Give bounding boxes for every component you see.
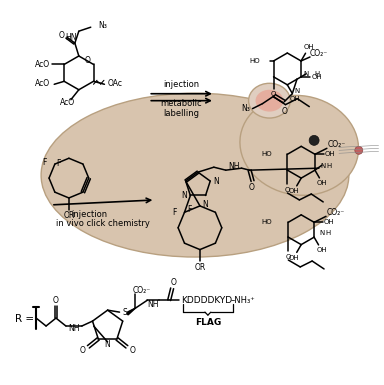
Text: OH: OH	[304, 44, 314, 50]
Text: O: O	[59, 31, 65, 40]
Text: OH: OH	[316, 247, 327, 253]
Text: O: O	[53, 296, 59, 305]
Text: in vivo click chemistry: in vivo click chemistry	[56, 219, 150, 228]
Text: O: O	[248, 182, 255, 192]
Text: O: O	[130, 346, 136, 355]
Text: HN: HN	[65, 33, 77, 42]
Text: S: S	[122, 308, 127, 316]
Text: N: N	[320, 163, 326, 169]
Text: OH: OH	[312, 74, 322, 80]
Text: F: F	[172, 208, 177, 217]
Text: injection: injection	[163, 80, 199, 89]
Text: N: N	[319, 230, 324, 236]
Text: O: O	[285, 187, 290, 193]
Ellipse shape	[41, 93, 349, 257]
Text: AcO: AcO	[35, 79, 50, 88]
Text: labelling: labelling	[163, 109, 199, 118]
Text: OR: OR	[194, 263, 205, 272]
Text: N₃: N₃	[242, 104, 251, 113]
Text: O: O	[79, 346, 85, 355]
Text: N: N	[213, 177, 219, 186]
Text: H: H	[314, 71, 319, 77]
Text: F: F	[56, 159, 61, 168]
Text: injection: injection	[71, 210, 107, 219]
Circle shape	[355, 146, 363, 154]
Text: metabolic: metabolic	[160, 99, 202, 108]
Text: FLAG: FLAG	[195, 318, 221, 326]
Text: AcO: AcO	[35, 60, 50, 69]
Text: NH: NH	[68, 323, 79, 333]
Text: OH: OH	[288, 188, 299, 194]
Text: CO₂⁻: CO₂⁻	[328, 140, 346, 149]
Ellipse shape	[255, 90, 283, 112]
Text: CO₂⁻: CO₂⁻	[132, 286, 151, 295]
Text: OH: OH	[324, 219, 334, 225]
Text: N: N	[105, 340, 111, 350]
Text: N₃: N₃	[99, 21, 108, 30]
Text: F: F	[43, 157, 47, 167]
Text: N: N	[203, 201, 209, 209]
Text: O: O	[170, 278, 176, 287]
Text: O: O	[271, 91, 276, 97]
Text: AcO: AcO	[60, 98, 75, 107]
Text: OH: OH	[288, 254, 299, 261]
Text: CO₂⁻: CO₂⁻	[327, 208, 345, 217]
Text: OR: OR	[63, 211, 74, 220]
Text: CO₂⁻: CO₂⁻	[310, 49, 328, 57]
Text: OH: OH	[290, 95, 301, 102]
Text: HO: HO	[249, 58, 260, 64]
Text: HO: HO	[262, 219, 272, 225]
Ellipse shape	[240, 95, 359, 195]
Text: F: F	[188, 205, 192, 214]
Text: O: O	[286, 254, 291, 260]
Text: H: H	[326, 163, 331, 169]
Text: N: N	[295, 88, 300, 94]
Text: HO: HO	[261, 151, 271, 157]
Text: R =: R =	[15, 314, 35, 324]
Text: N: N	[182, 191, 187, 200]
Polygon shape	[127, 308, 136, 315]
Text: OH: OH	[324, 151, 335, 157]
Ellipse shape	[248, 83, 290, 118]
Text: N: N	[304, 71, 309, 77]
Text: H: H	[325, 230, 331, 236]
Text: NH: NH	[147, 300, 159, 309]
Text: KDDDDKYD: KDDDDKYD	[181, 296, 232, 305]
Text: O: O	[281, 107, 287, 116]
Text: –NH₃⁺: –NH₃⁺	[230, 296, 255, 305]
Text: NH: NH	[228, 162, 240, 171]
Text: OH: OH	[317, 180, 328, 186]
Text: OAc: OAc	[108, 79, 122, 88]
Circle shape	[309, 136, 319, 146]
Text: O: O	[84, 56, 90, 65]
